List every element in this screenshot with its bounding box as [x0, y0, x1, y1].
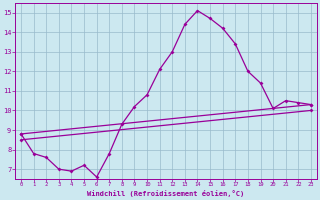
- X-axis label: Windchill (Refroidissement éolien,°C): Windchill (Refroidissement éolien,°C): [87, 190, 244, 197]
